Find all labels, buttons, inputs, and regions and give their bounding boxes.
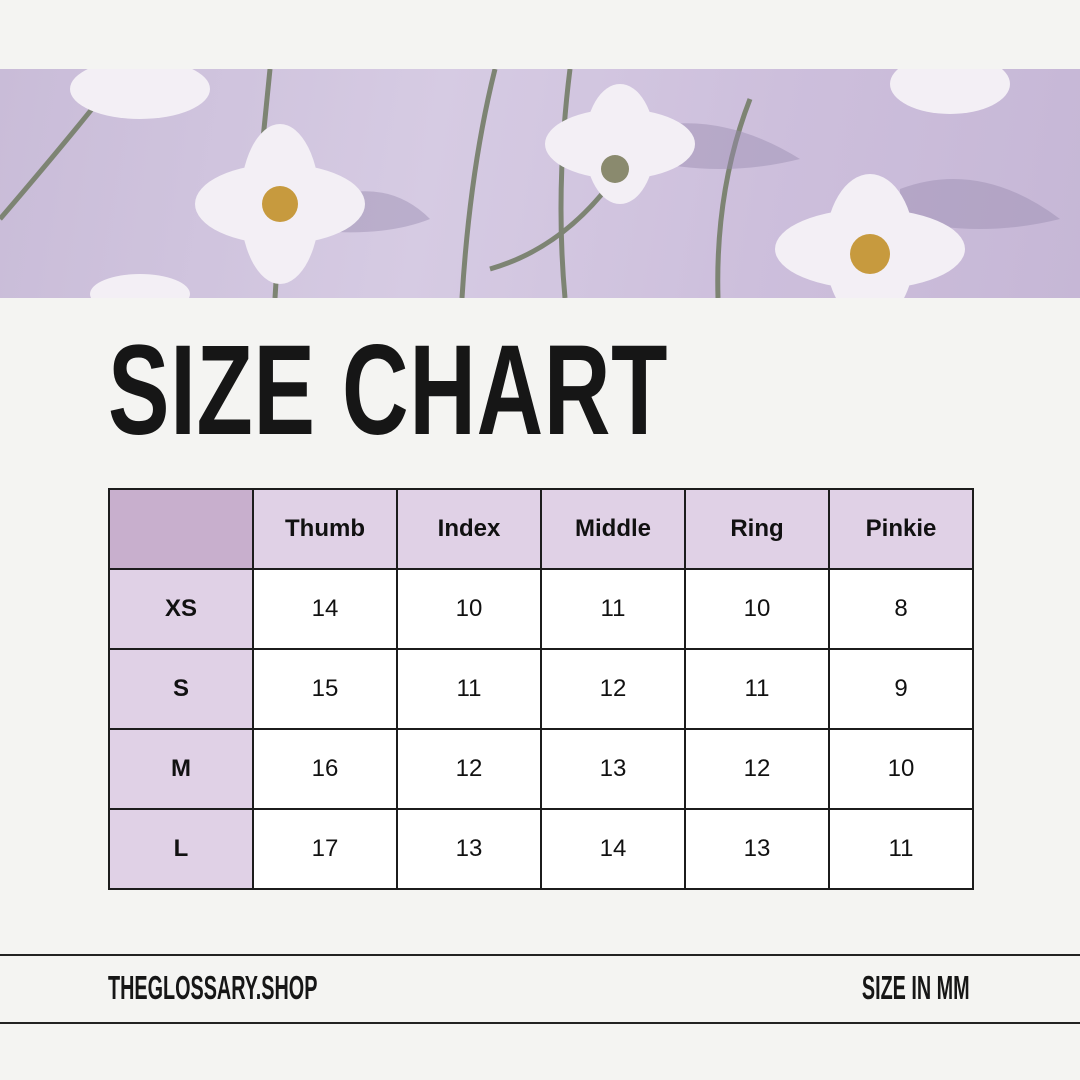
column-header: Pinkie [828,488,974,570]
table-cell: 15 [252,648,398,730]
table-cell: 14 [540,808,686,890]
unit-note: SIZE IN MM [862,969,970,1006]
column-header: Index [396,488,542,570]
website-label: THEGLOSSARY.SHOP [108,969,318,1006]
table-cell: 12 [684,728,830,810]
corner-cell [108,488,254,570]
daisy-photo [0,69,1060,298]
page-title: SIZE CHART [108,319,669,462]
table-cell: 10 [396,568,542,650]
table-header-row: Thumb Index Middle Ring Pinkie [108,488,974,570]
table-cell: 11 [828,808,974,890]
table-row: XS 14 10 11 10 8 [108,568,974,650]
table-cell: 8 [828,568,974,650]
table-cell: 13 [684,808,830,890]
table-row: L 17 13 14 13 11 [108,808,974,890]
table-cell: 11 [540,568,686,650]
row-header: XS [108,568,254,650]
size-table: Thumb Index Middle Ring Pinkie XS 14 10 … [108,488,974,890]
column-header: Ring [684,488,830,570]
column-header: Thumb [252,488,398,570]
table-row: M 16 12 13 12 10 [108,728,974,810]
table-cell: 13 [396,808,542,890]
table-cell: 10 [684,568,830,650]
table-cell: 12 [540,648,686,730]
table-cell: 11 [684,648,830,730]
daisy-banner-image [0,69,1080,298]
table-row: S 15 11 12 11 9 [108,648,974,730]
table-cell: 12 [396,728,542,810]
table-cell: 17 [252,808,398,890]
column-header: Middle [540,488,686,570]
table-cell: 10 [828,728,974,810]
row-header: L [108,808,254,890]
table-cell: 14 [252,568,398,650]
row-header: S [108,648,254,730]
footer-bottom-divider [0,1022,1080,1024]
table-cell: 13 [540,728,686,810]
footer-top-divider [0,954,1080,956]
row-header: M [108,728,254,810]
table-cell: 16 [252,728,398,810]
table-cell: 11 [396,648,542,730]
table-cell: 9 [828,648,974,730]
